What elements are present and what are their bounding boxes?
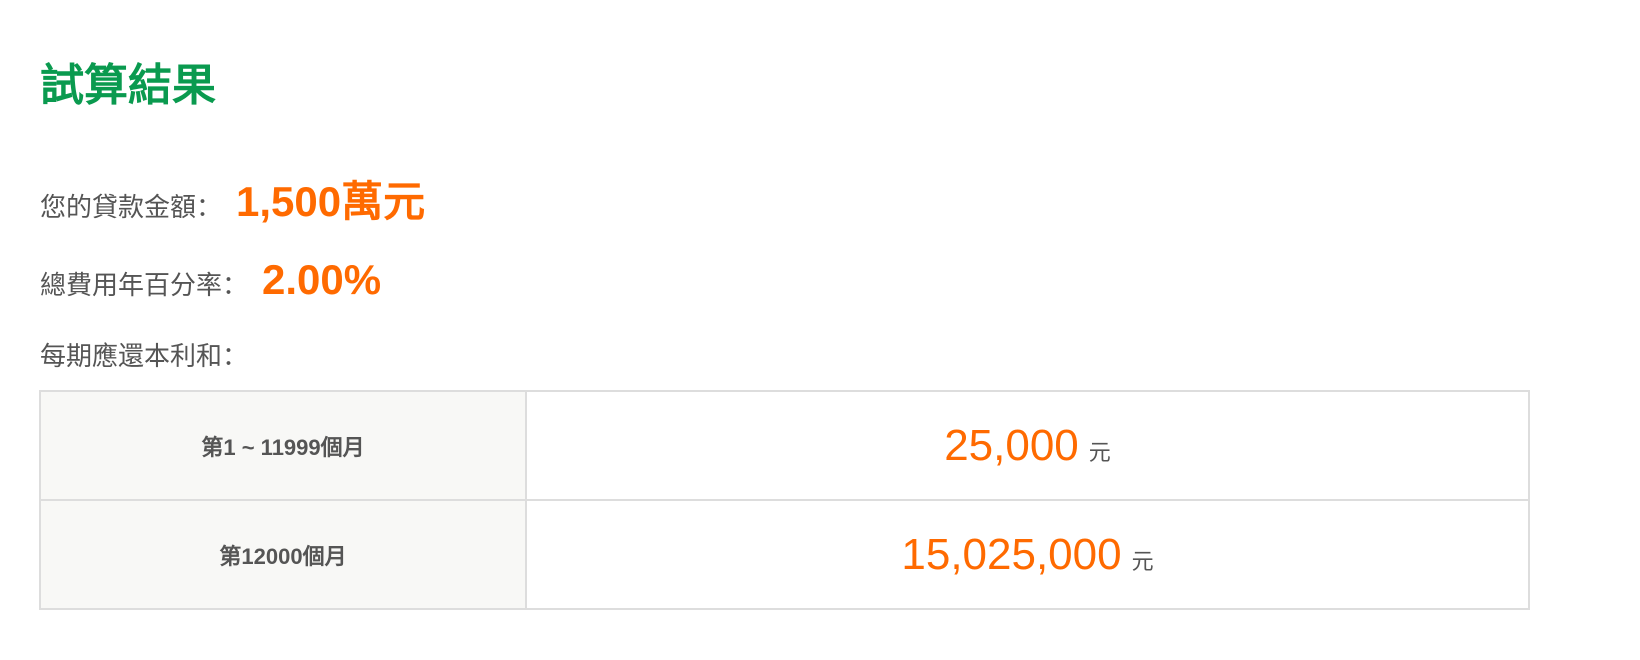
loan-amount-row: 您的貸款金額： 1,500萬元 [40, 168, 425, 229]
result-title: 試算結果 [40, 61, 216, 110]
table-row: 第12000個月 15,025,000 元 [39, 499, 1530, 610]
payment-label: 每期應還本利和： [40, 341, 249, 371]
table-row: 第1 ~ 11999個月 25,000 元 [39, 390, 1530, 501]
period-cell: 第1 ~ 11999個月 [39, 390, 527, 501]
period-cell: 第12000個月 [39, 499, 527, 610]
amount-unit: 元 [1131, 548, 1154, 574]
amount-value: 15,025,000 [901, 529, 1122, 579]
amount-cell: 15,025,000 元 [525, 499, 1530, 610]
payment-row: 每期應還本利和： [40, 336, 248, 373]
payment-table: 第1 ~ 11999個月 25,000 元 第12000個月 15,025,000… [39, 390, 1530, 610]
apr-label: 總費用年百分率： [40, 270, 249, 300]
apr-row: 總費用年百分率： 2.00% [40, 256, 381, 304]
amount-unit: 元 [1088, 439, 1111, 465]
apr-value: 2.00% [262, 256, 382, 303]
amount-cell: 25,000 元 [525, 390, 1530, 501]
loan-amount-value: 1,500萬元 [236, 178, 426, 225]
amount-value: 25,000 [944, 420, 1079, 470]
loan-amount-label: 您的貸款金額： [40, 192, 223, 222]
